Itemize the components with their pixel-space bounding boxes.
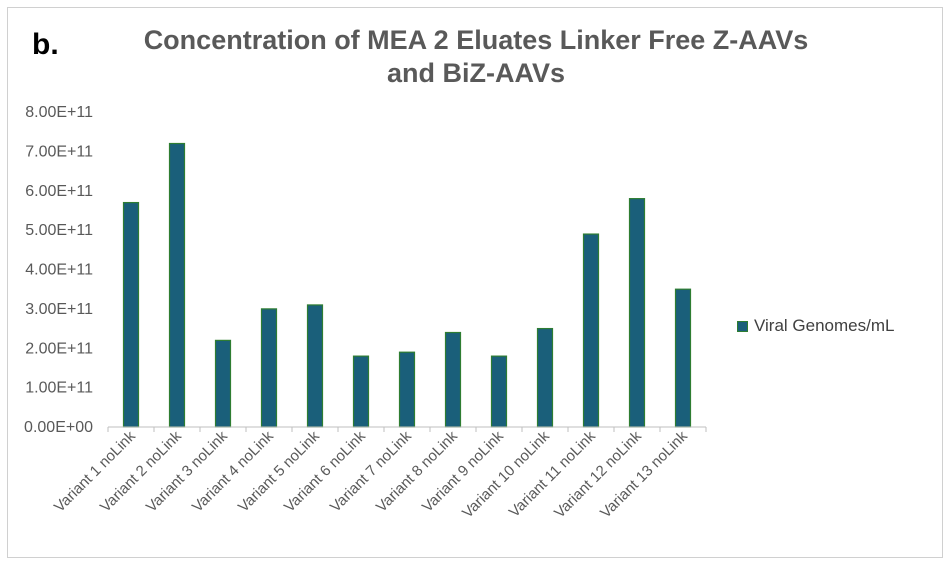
chart-frame bbox=[7, 7, 943, 558]
x-tick-label: Variant 4 noLink bbox=[189, 427, 277, 515]
y-tick-label: 8.00E+11 bbox=[25, 104, 93, 121]
y-tick-label: 3.00E+11 bbox=[25, 301, 93, 318]
bar bbox=[444, 331, 462, 428]
chart-title-line-2: and BiZ-AAVs bbox=[386, 58, 565, 88]
bar bbox=[674, 288, 692, 428]
y-tick-label: 1.00E+11 bbox=[25, 380, 93, 397]
y-tick-label: 2.00E+11 bbox=[25, 340, 93, 357]
legend-label: Viral Genomes/mL bbox=[754, 316, 895, 335]
bar bbox=[214, 339, 232, 428]
bar bbox=[628, 198, 646, 428]
chart-title: Concentration of MEA 2 Eluates Linker Fr… bbox=[120, 24, 832, 90]
bar bbox=[582, 233, 600, 428]
x-tick-label: Variant 13 noLink bbox=[597, 427, 691, 521]
x-tick-label: Variant 5 noLink bbox=[235, 427, 323, 515]
chart-title-line-1: Concentration of MEA 2 Eluates Linker Fr… bbox=[143, 25, 809, 55]
y-tick-label: 7.00E+11 bbox=[25, 143, 93, 160]
x-tick-label: Variant 6 noLink bbox=[281, 427, 369, 515]
x-tick-label: Variant 1 noLink bbox=[51, 427, 139, 515]
panel-label: b. bbox=[32, 28, 59, 61]
x-tick-label: Variant 8 noLink bbox=[373, 427, 461, 515]
legend-swatch bbox=[737, 320, 748, 332]
x-tick-label: Variant 9 noLink bbox=[419, 427, 507, 515]
bar bbox=[398, 351, 416, 428]
y-tick-label: 4.00E+11 bbox=[25, 262, 93, 279]
bar bbox=[352, 355, 370, 428]
bar bbox=[168, 142, 186, 428]
x-tick-label: Variant 7 noLink bbox=[327, 427, 415, 515]
y-tick-label: 5.00E+11 bbox=[25, 222, 93, 239]
x-tick-label: Variant 2 noLink bbox=[97, 427, 185, 515]
bar bbox=[122, 201, 140, 428]
y-tick-label: 0.00E+00 bbox=[24, 419, 93, 436]
bar bbox=[260, 308, 278, 428]
bar bbox=[306, 304, 324, 428]
bar bbox=[536, 327, 554, 428]
y-tick-label: 6.00E+11 bbox=[25, 183, 93, 200]
bar bbox=[490, 355, 508, 428]
legend: Viral Genomes/mL bbox=[737, 316, 894, 336]
x-tick-label: Variant 3 noLink bbox=[143, 427, 231, 515]
